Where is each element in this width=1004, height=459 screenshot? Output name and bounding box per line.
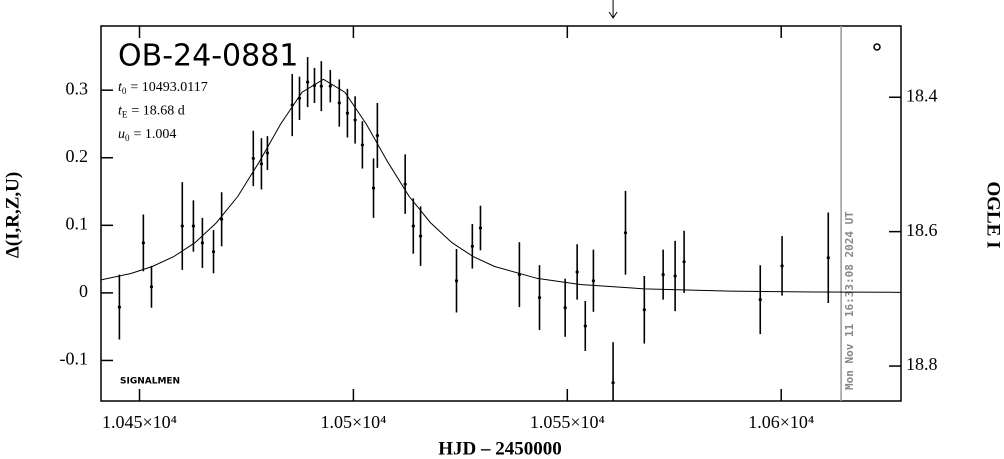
fit-parameter: t0 = 10493.0117: [118, 80, 208, 96]
data-point: [117, 305, 121, 309]
parameter-subscript: E: [122, 110, 128, 120]
y2-tick-label: 18.6: [906, 220, 938, 240]
data-point: [251, 156, 255, 161]
parameter-symbol: t: [118, 104, 123, 119]
data-point: [661, 273, 665, 277]
y2-tick-label: 18.4: [906, 85, 938, 105]
y-tick-label: -0.1: [60, 349, 89, 369]
data-point: [826, 256, 830, 260]
data-point: [265, 151, 270, 155]
data-point: [220, 217, 224, 221]
data-point: [537, 296, 542, 300]
data-point: [211, 250, 216, 254]
data-point: [470, 244, 474, 248]
data-point: [682, 260, 686, 264]
parameter-symbol: t: [118, 80, 123, 95]
data-point: [403, 182, 407, 186]
y-tick-label: 0: [79, 281, 88, 301]
data-point: [673, 274, 677, 278]
data-point: [780, 264, 784, 268]
data-point: [337, 101, 341, 105]
data-point: [591, 279, 596, 283]
data-point: [642, 308, 646, 312]
x-axis-label: HJD – 2450000: [438, 438, 562, 459]
data-point: [411, 224, 415, 228]
x-tick-label: 1.05×10⁴: [320, 412, 386, 432]
data-point: [180, 224, 184, 228]
y-tick-label: 0.2: [66, 146, 89, 166]
parameter-subscript: 0: [122, 86, 127, 96]
parameter-value: = 10493.0117: [130, 80, 207, 95]
data-point: [454, 279, 459, 283]
y-tick-label: 0.1: [66, 213, 89, 233]
x-tick-label: 1.055×10⁴: [530, 412, 605, 432]
model-curve: [101, 78, 901, 293]
parameter-symbol: u: [118, 127, 125, 142]
data-point: [200, 241, 204, 245]
data-point: [345, 111, 350, 115]
data-point: [623, 231, 628, 235]
data-point: [306, 80, 310, 84]
timestamp: Mon Nov 11 16:33:08 2024 UT: [843, 211, 856, 390]
time-arrow: [608, 0, 618, 19]
y2-tick-label: 18.8: [906, 354, 938, 374]
data-point: [191, 224, 196, 228]
y-axis-label: Δ(I,R,Z,U): [2, 172, 23, 258]
y-tick-label: 0.3: [66, 78, 89, 98]
plot-frame: [100, 25, 902, 402]
parameter-value: = 1.004: [134, 127, 177, 142]
marker-symbol: [873, 43, 881, 51]
fit-parameter: u0 = 1.004: [118, 127, 176, 143]
data-point: [353, 118, 357, 122]
chart-title: OB-24-0881: [118, 39, 298, 74]
plot-area: [101, 57, 901, 401]
data-point: [319, 84, 323, 88]
data-point: [141, 241, 145, 245]
parameter-subscript: 0: [125, 133, 130, 143]
data-point: [371, 186, 376, 190]
data-point: [563, 306, 567, 310]
y2-axis-label: OGLE I: [983, 181, 1004, 248]
data-point: [360, 143, 364, 147]
data-point: [583, 324, 587, 328]
data-point: [575, 270, 579, 274]
data-point: [418, 234, 423, 238]
x-tick-label: 1.06×10⁴: [748, 412, 814, 432]
data-point: [149, 285, 154, 289]
parameter-value: = 18.68 d: [131, 104, 184, 119]
data-point: [478, 226, 483, 230]
data-point: [758, 298, 762, 302]
data-point: [259, 162, 264, 166]
data-point: [328, 84, 332, 88]
fit-parameter: tE = 18.68 d: [118, 104, 185, 120]
x-tick-label: 1.045×10⁴: [102, 412, 177, 432]
data-point: [611, 381, 615, 385]
data-point: [375, 133, 379, 138]
credit: SIGNALMEN: [120, 377, 180, 387]
